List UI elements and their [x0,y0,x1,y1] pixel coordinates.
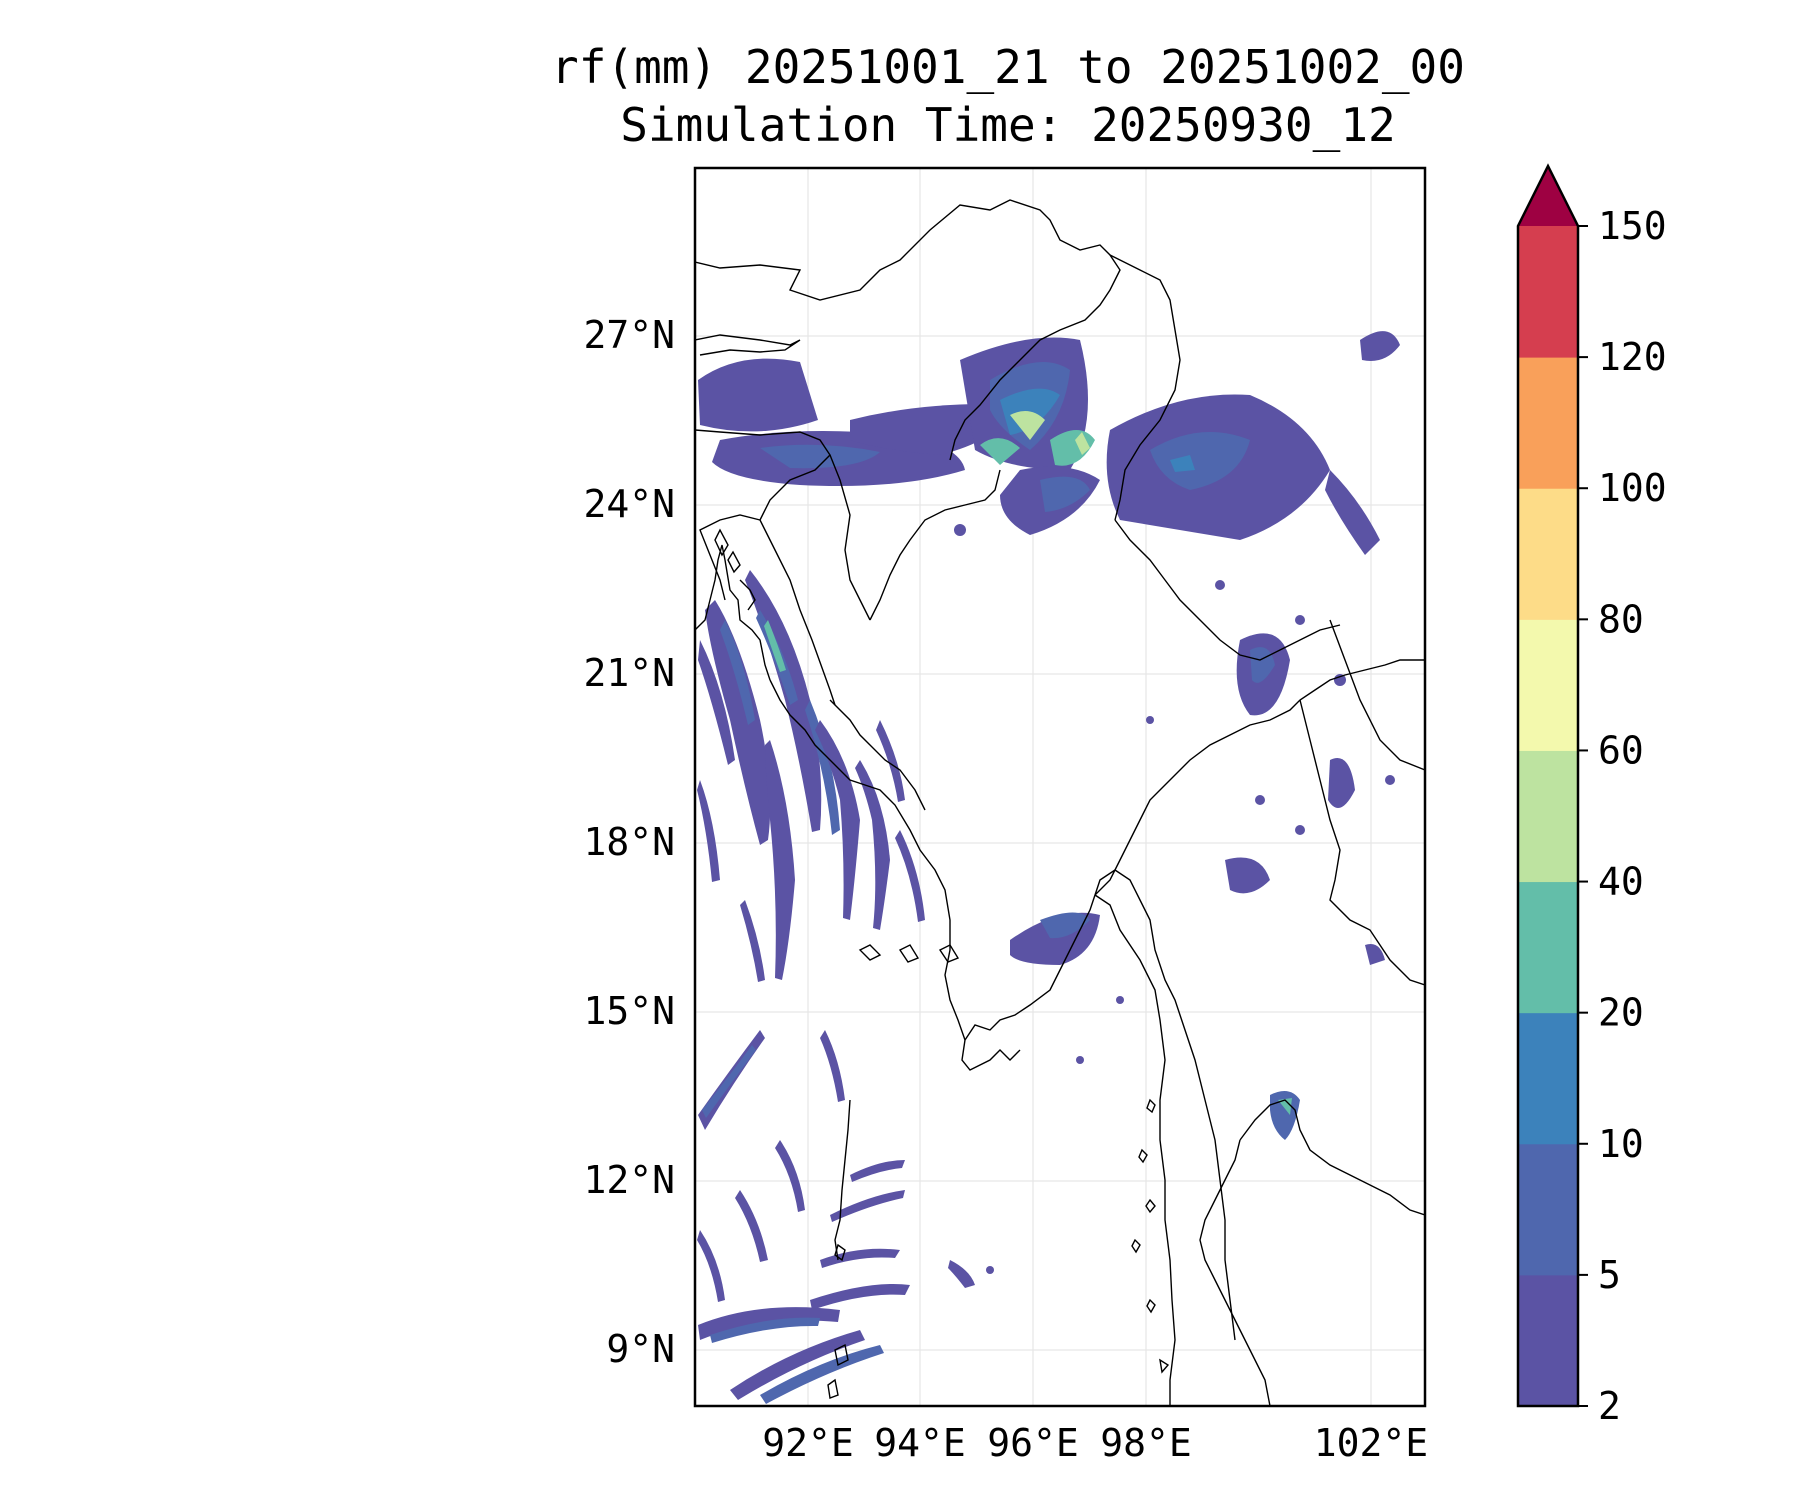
rainfall-contours [697,331,1400,1404]
lat-label: 9°N [606,1327,675,1371]
colorbar-segments [1518,226,1578,1407]
colorbar-segment [1518,488,1578,620]
colorbar-segment [1518,1274,1578,1407]
map-title-line-2: Simulation Time: 20250930_12 [620,98,1396,152]
lon-label: 102°E [1314,1421,1428,1465]
lat-label: 24°N [583,482,675,526]
colorbar-tick-label: 100 [1598,466,1667,510]
colorbar-outline [1516,163,1580,1408]
colorbar-tick-label: 60 [1598,728,1644,772]
lat-label: 15°N [583,989,675,1033]
lon-label: 98°E [1100,1421,1192,1465]
colorbar-segment [1518,226,1578,358]
colorbar-tick-label: 120 [1598,335,1667,379]
colorbar-tick-label: 2 [1598,1384,1621,1428]
colorbar-ticks: 2 5 10 20 40 60 80 100 120 150 [1578,204,1667,1428]
map-title-line-1: rf(mm) 20251001_21 to 20251002_00 [551,40,1465,94]
lat-label: 21°N [583,651,675,695]
lat-label: 27°N [583,313,675,357]
colorbar-tick-label: 40 [1598,860,1644,904]
colorbar-tick-label: 150 [1598,204,1667,248]
colorbar: 2 5 10 20 40 60 80 100 120 150 [1516,163,1667,1428]
map-area [695,168,1425,1406]
longitude-labels: 92°E 94°E 96°E 98°E 102°E [762,1421,1428,1465]
colorbar-segment [1518,619,1578,751]
colorbar-tick-label: 10 [1598,1122,1644,1166]
colorbar-segment [1518,750,1578,883]
colorbar-tick-label: 80 [1598,597,1644,641]
lon-label: 92°E [762,1421,854,1465]
lon-label: 94°E [874,1421,966,1465]
latitude-labels: 27°N 24°N 21°N 18°N 15°N 12°N 9°N [583,313,675,1371]
colorbar-segment [1518,1143,1578,1276]
map-frame [693,166,1427,1408]
colorbar-tick-label: 20 [1598,991,1644,1035]
colorbar-tick-label: 5 [1598,1253,1621,1297]
coastlines-borders [695,199,1425,1406]
lon-label: 96°E [987,1421,1079,1465]
colorbar-segment [1518,1012,1578,1145]
colorbar-segment [1518,357,1578,489]
lat-label: 18°N [583,820,675,864]
colorbar-segment [1518,881,1578,1014]
lat-label: 12°N [583,1158,675,1202]
colorbar-extend-arrow [1518,166,1578,226]
